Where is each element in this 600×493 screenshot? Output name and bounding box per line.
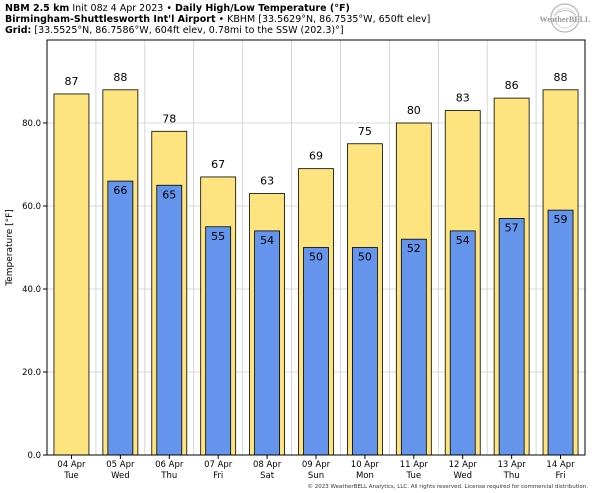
high-temp-label: 80 (407, 104, 421, 117)
x-tick-date: 13 Apr (498, 460, 527, 470)
x-tick-date: 06 Apr (155, 460, 184, 470)
x-tick-day: Tue (406, 471, 422, 481)
copyright-notice: © 2023 WeatherBELL Analytics, LLC. All r… (308, 483, 589, 490)
low-temp-label: 55 (211, 230, 225, 243)
high-temp-label: 75 (358, 125, 372, 138)
high-temp-label: 67 (211, 158, 225, 171)
low-temp-label: 57 (505, 221, 519, 234)
low-temp-bar (352, 247, 378, 456)
low-temp-bar (107, 180, 134, 456)
low-temp-label: 54 (456, 234, 470, 247)
low-temp-label: 59 (554, 213, 568, 226)
high-temp-label: 83 (456, 92, 470, 105)
high-temp-label: 69 (309, 150, 323, 163)
separator: • (218, 14, 225, 25)
grid-details: [33.5525°N, 86.7586°W, 604ft elev, 0.78m… (34, 25, 344, 36)
x-tick-day: Fri (213, 471, 223, 481)
high-temp-label: 88 (113, 71, 127, 84)
x-tick-date: 07 Apr (204, 460, 233, 470)
x-tick-date: 11 Apr (400, 460, 429, 470)
logo-text: WeatherBELL (540, 15, 591, 24)
x-tick-date: 04 Apr (57, 460, 86, 470)
bars (53, 89, 579, 456)
x-tick-day: Wed (111, 471, 130, 481)
x-tick-date: 05 Apr (106, 460, 135, 470)
x-tick-day: Fri (555, 471, 565, 481)
separator: • (166, 3, 172, 14)
x-tick-day: Sun (308, 471, 324, 481)
init-time: Init 08z 4 Apr 2023 (72, 3, 164, 14)
header-line-2: Birmingham-Shuttlesworth Int'l Airport •… (5, 14, 430, 25)
y-axis-label: Temperature [°F] (5, 209, 15, 287)
x-tick-date: 12 Apr (449, 460, 478, 470)
low-temp-bar (400, 238, 427, 456)
header-line-3: Grid: [33.5525°N, 86.7586°W, 604ft elev,… (5, 25, 344, 36)
y-tick-label: 40.0 (22, 285, 41, 295)
grid-label: Grid: (5, 25, 32, 36)
x-tick-day: Mon (356, 471, 374, 481)
high-temp-label: 88 (554, 71, 568, 84)
high-temp-label: 86 (505, 79, 519, 92)
high-temp-label: 87 (64, 75, 78, 88)
x-tick-day: Thu (160, 471, 177, 481)
station-details: KBHM [33.5629°N, 86.7535°W, 650ft elev] (227, 14, 431, 25)
low-temp-label: 54 (260, 234, 274, 247)
station-name: Birmingham-Shuttlesworth Int'l Airport (5, 14, 216, 25)
y-tick-label: 20.0 (22, 368, 41, 378)
header-line-1: NBM 2.5 km Init 08z 4 Apr 2023 • Daily H… (5, 3, 350, 14)
x-tick-date: 14 Apr (546, 460, 575, 470)
low-temp-label: 50 (309, 251, 323, 264)
x-tick-date: 08 Apr (253, 460, 282, 470)
high-temp-bar (53, 93, 90, 456)
low-temp-bar (205, 226, 232, 456)
low-temp-bar (303, 247, 329, 456)
high-temp-label: 78 (162, 112, 176, 125)
low-temp-bar (156, 184, 183, 456)
low-temp-bar (547, 209, 574, 456)
x-tick-day: Thu (503, 471, 520, 481)
x-tick-day: Tue (63, 471, 79, 481)
x-tick-date: 10 Apr (351, 460, 380, 470)
y-tick-label: 0.0 (27, 451, 41, 461)
low-temp-label: 66 (113, 184, 127, 197)
weatherbell-logo: WeatherBELL (540, 3, 591, 33)
x-tick-day: Sat (260, 471, 275, 481)
y-tick-label: 60.0 (22, 202, 41, 212)
high-temp-label: 63 (260, 175, 274, 188)
low-temp-bar (254, 230, 280, 456)
y-tick-label: 80.0 (22, 119, 41, 129)
value-labels: 87 88 66 78 65 67 55 63 54 69 50 75 50 80 52 83 54 86 57 88… (64, 71, 567, 264)
low-temp-bar (498, 218, 525, 456)
low-temp-label: 52 (407, 242, 421, 255)
x-tick-day: Wed (453, 471, 472, 481)
chart-title: Daily High/Low Temperature (°F) (175, 3, 350, 14)
low-temp-label: 65 (162, 188, 176, 201)
low-temp-label: 50 (358, 251, 372, 264)
low-temp-bar (449, 230, 476, 456)
model-name: NBM 2.5 km (5, 3, 70, 14)
x-tick-date: 09 Apr (302, 460, 331, 470)
